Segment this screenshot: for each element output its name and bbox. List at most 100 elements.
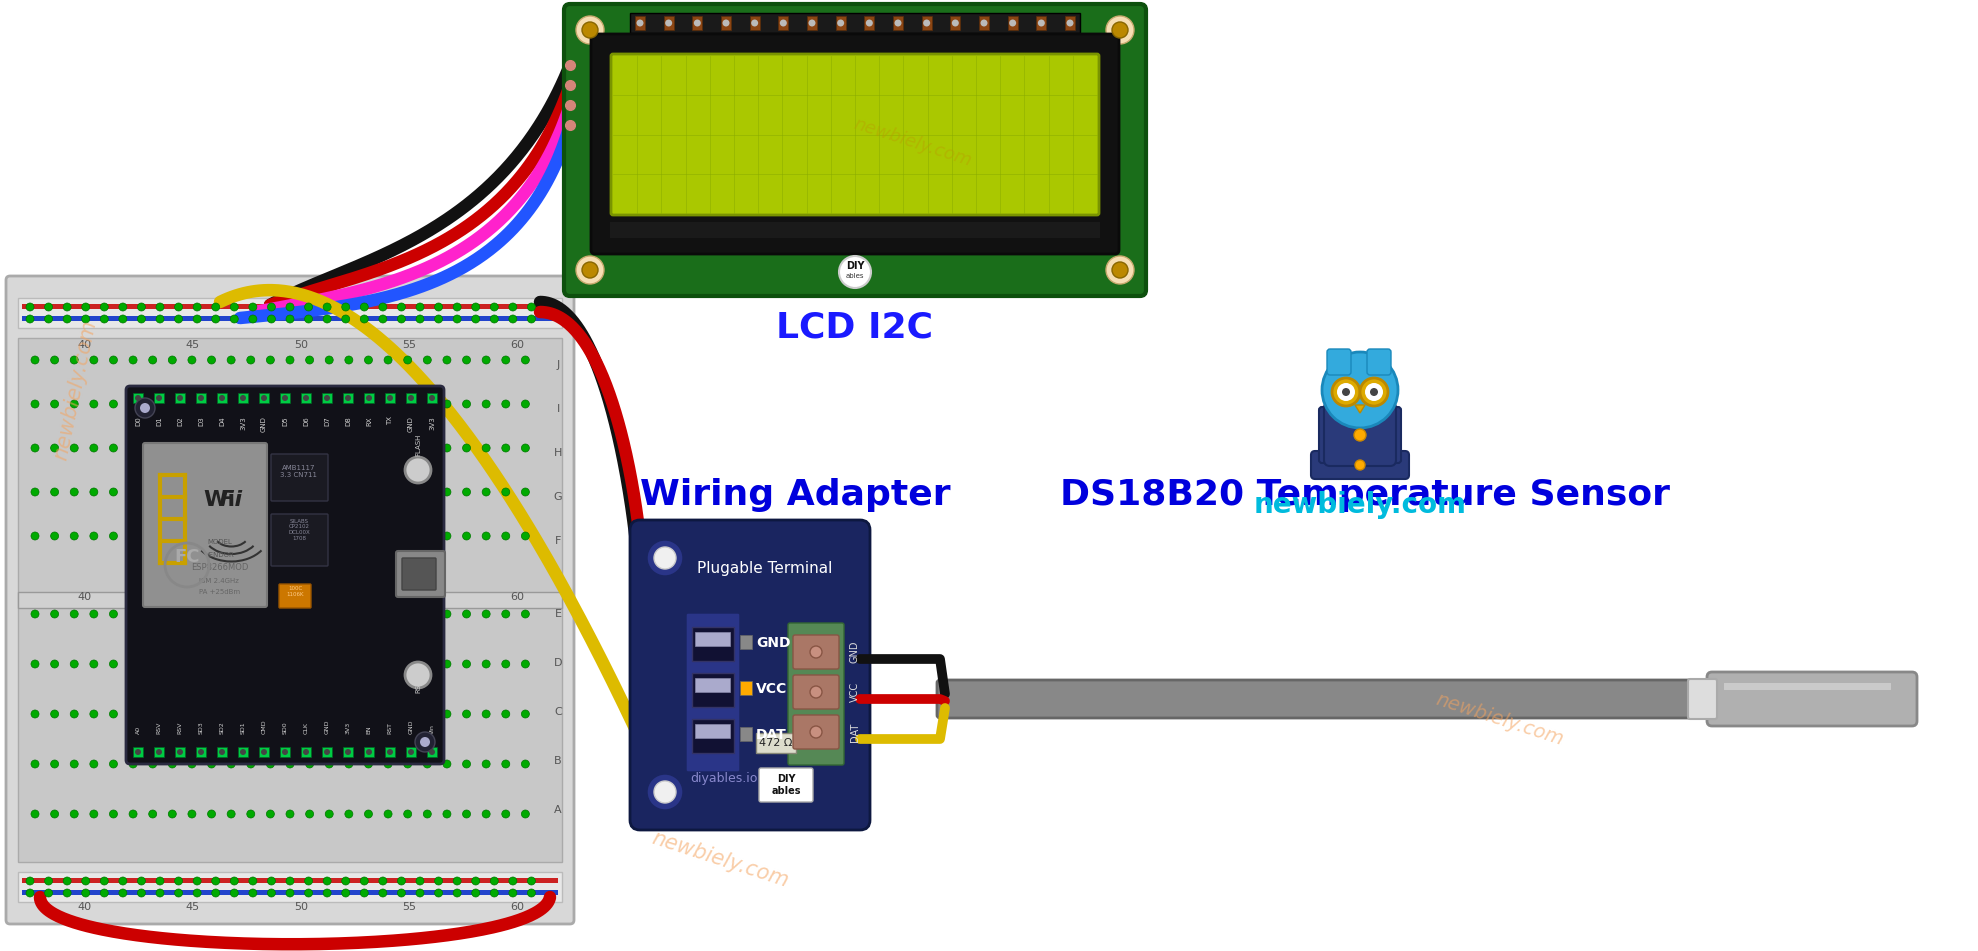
Circle shape — [247, 760, 255, 768]
Circle shape — [26, 889, 34, 897]
Text: G: G — [554, 492, 562, 502]
Circle shape — [665, 20, 673, 27]
Bar — [281, 747, 291, 757]
Bar — [342, 393, 352, 403]
Circle shape — [188, 660, 196, 668]
Circle shape — [324, 710, 332, 718]
Bar — [386, 393, 396, 403]
Circle shape — [1106, 256, 1133, 284]
Circle shape — [307, 444, 315, 452]
Text: F: F — [554, 536, 562, 546]
Circle shape — [344, 760, 352, 768]
Circle shape — [404, 532, 411, 540]
Text: 60: 60 — [510, 340, 524, 350]
Circle shape — [483, 356, 491, 364]
Circle shape — [522, 660, 530, 668]
Circle shape — [502, 760, 510, 768]
Circle shape — [502, 532, 510, 540]
Circle shape — [344, 356, 352, 364]
Polygon shape — [1355, 405, 1365, 413]
Circle shape — [443, 660, 451, 668]
Circle shape — [429, 395, 435, 401]
Circle shape — [344, 660, 352, 668]
Circle shape — [129, 810, 136, 818]
Circle shape — [168, 610, 176, 618]
Circle shape — [522, 400, 530, 408]
Circle shape — [227, 532, 235, 540]
Circle shape — [89, 488, 97, 496]
Circle shape — [307, 660, 315, 668]
Circle shape — [168, 356, 176, 364]
Circle shape — [129, 444, 136, 452]
Circle shape — [404, 660, 411, 668]
Circle shape — [71, 400, 79, 408]
Circle shape — [307, 810, 315, 818]
Circle shape — [267, 660, 275, 668]
Circle shape — [45, 303, 53, 311]
Circle shape — [174, 889, 182, 897]
Circle shape — [364, 810, 372, 818]
FancyBboxPatch shape — [760, 768, 813, 802]
Circle shape — [129, 356, 136, 364]
Text: 3V3: 3V3 — [429, 416, 435, 430]
Circle shape — [435, 877, 443, 885]
Circle shape — [443, 532, 451, 540]
Circle shape — [101, 315, 109, 323]
Text: CLK: CLK — [303, 722, 309, 734]
Circle shape — [576, 256, 603, 284]
Text: 472 Ω: 472 Ω — [760, 738, 793, 748]
Circle shape — [267, 488, 275, 496]
Bar — [18, 298, 562, 328]
Circle shape — [366, 749, 372, 755]
Circle shape — [415, 889, 423, 897]
Circle shape — [1337, 383, 1355, 401]
Bar — [692, 673, 734, 707]
Circle shape — [51, 488, 59, 496]
Circle shape — [129, 610, 136, 618]
Text: FC: FC — [174, 548, 200, 566]
Circle shape — [136, 303, 146, 311]
Circle shape — [647, 774, 682, 810]
Circle shape — [380, 877, 388, 885]
Circle shape — [156, 877, 164, 885]
Text: SD0: SD0 — [283, 722, 287, 734]
Circle shape — [522, 760, 530, 768]
Circle shape — [194, 315, 202, 323]
Circle shape — [471, 877, 481, 885]
Circle shape — [174, 315, 182, 323]
Circle shape — [287, 303, 295, 311]
Circle shape — [188, 356, 196, 364]
Text: I: I — [556, 404, 560, 414]
Circle shape — [811, 686, 823, 698]
Text: PA +25dBm: PA +25dBm — [200, 589, 239, 594]
Circle shape — [528, 315, 536, 323]
Circle shape — [423, 532, 431, 540]
Circle shape — [342, 303, 350, 311]
Bar — [692, 719, 734, 753]
Bar — [694, 724, 730, 738]
Circle shape — [109, 400, 117, 408]
Circle shape — [491, 889, 498, 897]
Bar — [133, 393, 142, 403]
Circle shape — [415, 877, 423, 885]
Circle shape — [109, 532, 117, 540]
Circle shape — [388, 749, 394, 755]
Text: 55: 55 — [402, 902, 415, 912]
Circle shape — [287, 315, 295, 323]
Circle shape — [443, 488, 451, 496]
Circle shape — [398, 303, 405, 311]
Circle shape — [324, 444, 332, 452]
Circle shape — [582, 262, 597, 278]
Circle shape — [324, 760, 332, 768]
Circle shape — [32, 400, 40, 408]
Circle shape — [45, 889, 53, 897]
Circle shape — [287, 488, 295, 496]
Circle shape — [307, 610, 315, 618]
Text: SD1: SD1 — [241, 722, 245, 734]
Circle shape — [384, 660, 392, 668]
Bar — [722, 16, 732, 30]
Circle shape — [384, 610, 392, 618]
Circle shape — [435, 315, 443, 323]
Circle shape — [404, 488, 411, 496]
Circle shape — [89, 532, 97, 540]
